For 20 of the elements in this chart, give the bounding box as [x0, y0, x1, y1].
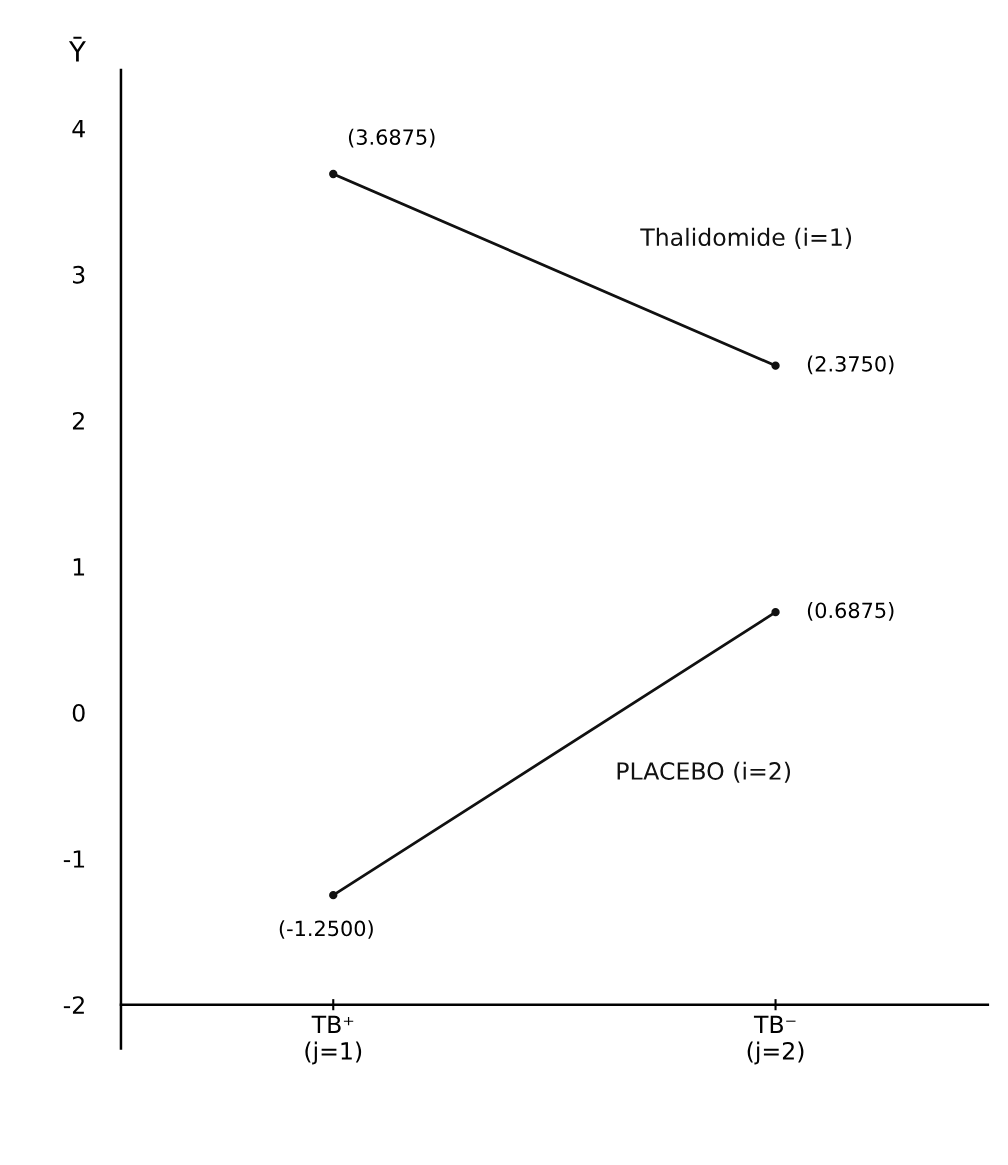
x-tick-label: TB⁺ (j=1) [305, 1015, 362, 1065]
y-tick-label: -2 [63, 996, 84, 1014]
data-label: (3.6875) [348, 128, 435, 148]
y-tick-label: 3 [73, 265, 85, 284]
y-axis-title: Ȳ [68, 36, 86, 62]
y-tick-label: 1 [73, 558, 85, 576]
y-tick-label: 4 [72, 120, 85, 138]
point [771, 361, 780, 370]
data-label: (2.3750) [807, 355, 894, 375]
series-label: PLACEBO (i=2) [617, 761, 790, 783]
point [329, 169, 338, 179]
point [329, 890, 338, 900]
y-tick-label: 0 [72, 704, 85, 722]
data-label: (-1.2500) [279, 920, 373, 939]
x-tick-label: TB⁻ (j=2) [747, 1015, 804, 1065]
data-label: (0.6875) [807, 602, 894, 621]
text: Thalidomide (i=1) [640, 227, 852, 249]
y-tick-label: 2 [72, 411, 84, 430]
point [771, 607, 780, 617]
y-tick-label: -1 [63, 850, 85, 868]
